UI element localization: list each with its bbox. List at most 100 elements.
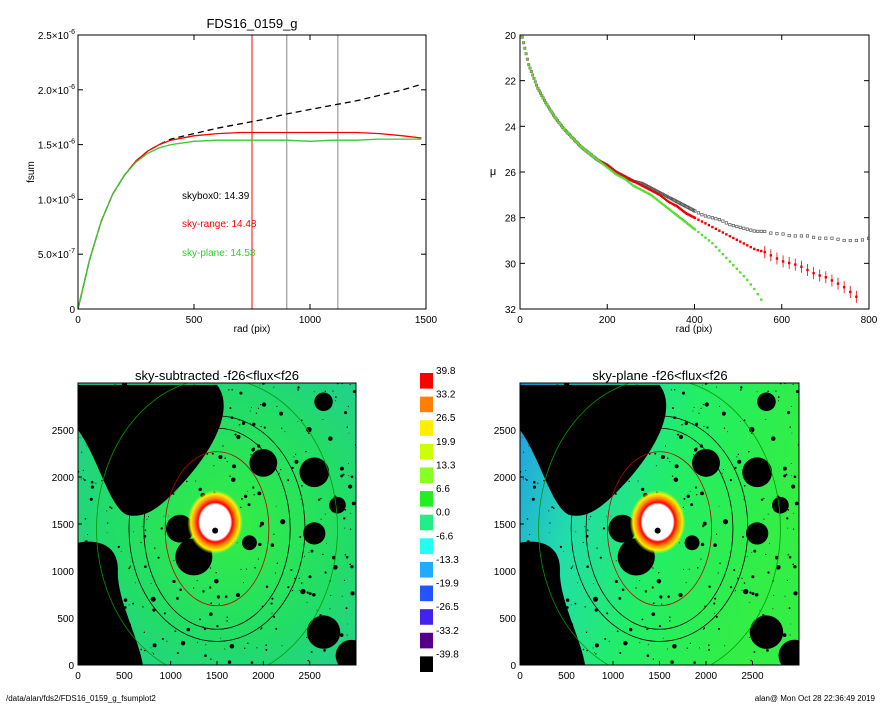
mask-speck [209, 567, 212, 569]
mask-speck [769, 542, 770, 544]
mask-speck [788, 555, 792, 559]
mask-speck [693, 454, 695, 456]
mu-point [724, 221, 728, 225]
mu-point [710, 216, 714, 220]
mu-point [542, 96, 545, 100]
mu-point [620, 173, 623, 177]
mask-speck [281, 645, 283, 647]
mu-point [624, 178, 627, 181]
mask-speck [344, 554, 347, 556]
mask-speck [224, 595, 228, 598]
mu-point [574, 140, 577, 143]
mu-point [586, 150, 589, 154]
mu-point [620, 176, 623, 179]
mu-point [561, 126, 564, 129]
mu-point [661, 195, 664, 198]
mu-point [812, 235, 816, 239]
mask-speck [301, 484, 303, 487]
mask-speck [760, 498, 764, 501]
mu-point [528, 67, 532, 70]
mask-speck [174, 630, 177, 633]
mask-speck [211, 452, 214, 455]
large-galaxy-mask [78, 384, 224, 516]
mask-speck [574, 602, 577, 605]
mask-speck [681, 391, 685, 395]
colorbar-swatch [420, 396, 433, 413]
mask-speck [714, 612, 716, 614]
mu-point [608, 166, 611, 169]
mask-speck [240, 506, 242, 509]
star-mask [608, 514, 637, 543]
mask-speck [186, 480, 188, 483]
mask-speck [635, 587, 637, 589]
mask-speck [696, 494, 698, 496]
mu-ylabel: μ [490, 166, 496, 178]
mask-speck [313, 391, 315, 393]
mask-speck [95, 482, 97, 484]
mu-point [582, 147, 585, 151]
mask-speck [652, 602, 655, 605]
mu-point [644, 186, 647, 189]
mask-speck [592, 647, 594, 649]
mask-speck [619, 651, 622, 655]
mask-speck [783, 474, 787, 478]
sky-plane-image [520, 383, 799, 665]
colorbar-label: 33.2 [436, 390, 456, 401]
mu-point [793, 234, 797, 238]
mask-speck [87, 534, 88, 536]
mu-point [668, 208, 672, 212]
mu-point [527, 63, 530, 66]
mask-speck [163, 515, 165, 517]
mu-point [746, 244, 749, 247]
mask-speck [275, 505, 277, 507]
mask-speck [291, 466, 294, 470]
mask-speck [180, 640, 186, 646]
mask-speck [350, 475, 354, 479]
mask-speck [261, 524, 264, 526]
mu-point [535, 84, 538, 87]
mask-speck [196, 580, 198, 582]
mask-speck [669, 461, 671, 463]
mask-speck [708, 644, 710, 646]
mu-point [714, 227, 718, 231]
mu-point [555, 117, 558, 121]
mu-point [602, 161, 605, 165]
mask-speck [82, 469, 84, 471]
sky-plane-title: sky-plane -f26<flux<f26 [592, 368, 727, 383]
mu-point [742, 274, 745, 278]
mu-point [602, 163, 605, 166]
img2-ytick-label: 2000 [494, 473, 517, 484]
mu-point [614, 172, 617, 175]
mask-speck [689, 490, 691, 492]
mask-speck [320, 518, 322, 520]
mask-speck [333, 564, 338, 570]
colorbar-label: 39.8 [436, 366, 456, 377]
mask-speck [521, 437, 523, 439]
mask-speck [142, 606, 144, 608]
mask-speck [343, 579, 346, 581]
mu-point [688, 213, 691, 217]
mask-speck [300, 588, 306, 595]
mu-point [663, 204, 666, 207]
mask-speck [690, 503, 694, 507]
mu-point [799, 234, 803, 238]
mask-speck [648, 452, 651, 455]
fsum-ytick-label: 2.5×10-6 [38, 29, 75, 42]
colorbar-swatch [420, 420, 433, 436]
mu-point [692, 227, 695, 230]
mu-point [717, 218, 721, 222]
mu-point [746, 278, 749, 282]
mask-speck [101, 479, 103, 482]
mask-speck [287, 479, 290, 482]
mask-speck [722, 519, 729, 525]
central-galaxy [187, 490, 243, 555]
mu-point [731, 223, 735, 228]
mask-speck [614, 579, 618, 584]
mu-point [628, 177, 631, 181]
mask-speck [229, 475, 231, 477]
mask-speck [347, 463, 349, 464]
mask-speck [226, 616, 229, 618]
mask-speck [740, 389, 742, 391]
mask-speck [700, 542, 705, 547]
mu-series-sky-range [521, 36, 858, 303]
